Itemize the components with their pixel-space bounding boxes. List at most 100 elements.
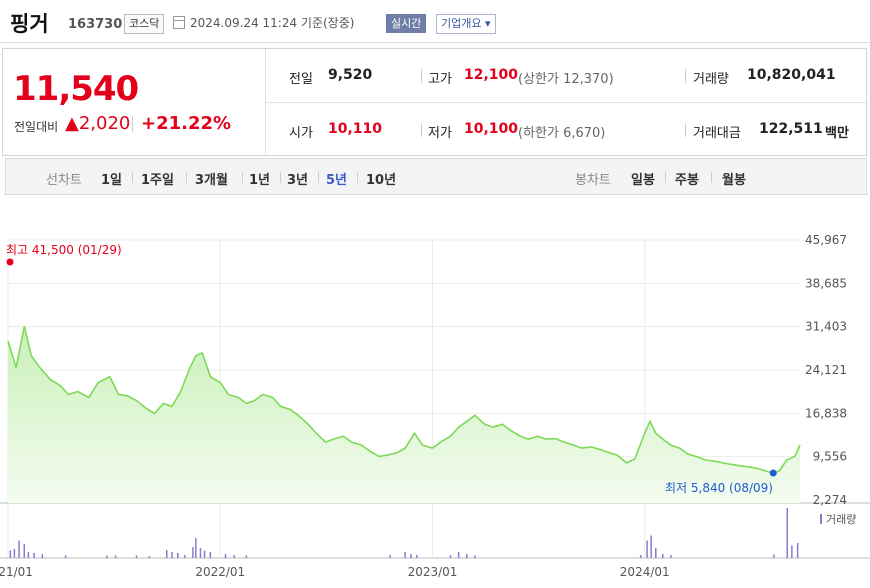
volume-bar [13,549,16,558]
volume-bar [245,555,248,558]
change-divider [132,116,133,132]
calendar-icon [173,16,185,29]
volume-bar [33,553,35,558]
volume-legend: 거래량 [826,513,856,526]
tab-10year[interactable]: 10년 [366,173,397,188]
prev-close-value: 9,520 [328,67,373,83]
x-axis-ticks: 2021/01 2022/01 2023/01 2024/01 [0,565,670,579]
volume-bar [114,555,117,558]
volume-bar [791,545,793,558]
x-tick-label: 2021/01 [0,565,33,579]
volume-bar [177,553,179,558]
tab-divider [711,172,712,183]
volume-bar [416,555,418,558]
volume-bar [9,550,12,558]
volume-bar [404,552,406,558]
current-price: 11,540 [13,69,139,109]
volume-bar [410,554,412,558]
volume-bar [135,555,138,558]
quote-panel: 11,540 전일대비 ▲2,020 +21.22% 전일 9,520 고가 1… [2,48,867,156]
volume-bar [23,544,26,558]
tab-1week[interactable]: 1주일 [141,173,174,188]
change-percent: +21.22% [141,113,232,134]
tab-divider [242,172,243,183]
y-tick-label: 31,403 [805,320,847,334]
volume-bar [449,555,452,558]
volume-bar [639,555,642,558]
y-axis-ticks: 45,967 38,685 31,403 24,121 16,838 9,556 2,274 [805,233,847,507]
high-marker [6,258,14,266]
volume-bar [192,547,194,558]
price-area [8,326,800,503]
volume-bar [773,554,775,558]
candle-chart-label: 봉차트 [575,173,611,188]
tab-divider [132,172,133,183]
volume-bar [796,543,799,558]
volume-bar [389,555,391,558]
volume-bar [203,550,206,558]
volume-label: 거래량 [693,72,729,87]
volume-bar [195,538,197,558]
cell-divider [421,69,422,83]
realtime-button[interactable]: 실시간 [386,14,427,33]
tab-3month[interactable]: 3개월 [195,173,228,188]
trade-value-unit: 백만 [825,126,849,141]
volume-bar [457,552,460,558]
change-absolute: ▲2,020 [65,113,131,134]
upper-limit: (상한가 12,370) [518,72,614,87]
tab-monthly-candle[interactable]: 월봉 [722,173,746,188]
line-chart-label: 선차트 [46,173,82,188]
y-tick-label: 24,121 [805,363,847,377]
volume-bar [18,540,20,558]
volume-bar [106,555,108,558]
volume-bar [209,552,212,558]
tab-daily-candle[interactable]: 일봉 [631,173,655,188]
low-value: 10,100 [464,121,519,137]
quote-row-divider [265,102,866,103]
volume-bar [670,555,672,558]
volume-bars [9,508,799,558]
volume-bar [233,555,235,558]
volume-bar [224,554,227,558]
volume-bar [27,552,30,558]
low-label: 저가 [428,126,452,141]
header-divider [0,42,870,43]
y-tick-label: 9,556 [813,450,847,464]
high-annotation: 최고 41,500 (01/29) [6,243,122,257]
y-tick-label: 16,838 [805,406,847,420]
prev-close-label: 전일 [289,72,313,87]
x-tick-label: 2024/01 [620,565,670,579]
y-tick-label: 38,685 [805,276,847,290]
company-overview-button[interactable]: 기업개요 ▾ [436,14,496,34]
tab-divider [318,172,319,183]
low-annotation: 최저 5,840 (08/09) [665,481,773,495]
volume-bar [466,554,468,558]
low-marker [769,469,777,477]
tab-weekly-candle[interactable]: 주봉 [675,173,699,188]
volume-bar [171,552,173,558]
open-value: 10,110 [328,121,383,137]
tab-1year[interactable]: 1년 [249,173,271,188]
price-line [7,325,801,474]
lower-limit: (하한가 6,670) [518,126,606,141]
volume-bar [165,550,168,558]
cell-divider [685,123,686,137]
volume-bar [655,548,657,558]
volume-bar [646,540,648,558]
high-label: 고가 [428,72,452,87]
volume-value: 10,820,041 [747,67,836,83]
trade-value: 122,511 [759,121,823,137]
tab-divider [280,172,281,183]
stock-code: 163730 [68,17,123,32]
asof-timestamp: 2024.09.24 11:24 기준(장중) [190,16,355,30]
tab-1day[interactable]: 1일 [101,173,123,188]
trade-value-label: 거래대금 [693,126,741,141]
volume-bar [474,555,476,558]
tab-divider [665,172,666,183]
volume-bar [41,554,44,558]
tab-5year[interactable]: 5년 [326,173,348,188]
tab-3year[interactable]: 3년 [287,173,309,188]
x-tick-label: 2023/01 [408,565,458,579]
volume-bar [148,556,151,558]
volume-bar [64,555,67,558]
